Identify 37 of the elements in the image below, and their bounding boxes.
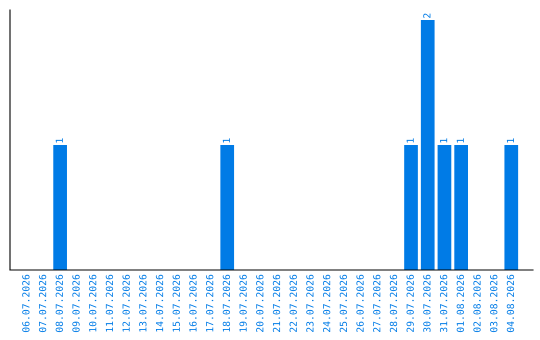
x-tick-label: 22.07.2026 xyxy=(290,274,297,332)
x-tick-label: 13.07.2026 xyxy=(139,274,147,332)
x-tick-label: 17.07.2026 xyxy=(206,274,214,332)
x-tick-label: 04.08.2026 xyxy=(506,274,514,332)
x-tick-label: 12.07.2026 xyxy=(122,274,130,332)
x-tick-label: 19.07.2026 xyxy=(239,274,247,332)
x-tick-label: 26.07.2026 xyxy=(356,274,364,332)
x-tick-label: 06.07.2026 xyxy=(22,274,30,332)
x-tick-label: 01.08.2026 xyxy=(456,274,464,332)
x-tick-label: 25.07.2026 xyxy=(340,274,348,332)
x-tick-label: 24.07.2026 xyxy=(322,274,330,332)
x-tick-label: 15.07.2026 xyxy=(172,274,180,332)
x-tick-label: 08.07.2026 xyxy=(56,274,63,332)
data-label: 2 xyxy=(423,14,430,18)
x-tick-label: 30.07.2026 xyxy=(423,274,431,332)
data-label: 1 xyxy=(456,138,464,142)
x-tick-label: 29.07.2026 xyxy=(406,274,414,332)
x-tick-label: 09.07.2026 xyxy=(72,274,80,332)
x-tick-label: 10.07.2026 xyxy=(89,274,96,332)
x-tick-label: 16.07.2026 xyxy=(189,274,197,332)
x-tick-label: 31.07.2026 xyxy=(440,274,448,332)
data-label: 1 xyxy=(222,138,230,142)
data-label: 1 xyxy=(56,138,63,142)
x-tick-label: 27.07.2026 xyxy=(373,274,380,332)
x-tick-label: 21.07.2026 xyxy=(272,274,280,332)
x-tick-label: 23.07.2026 xyxy=(306,274,314,332)
data-label: 1 xyxy=(406,138,414,142)
x-tick-label: 20.07.2026 xyxy=(256,274,264,332)
x-tick-label: 03.08.2026 xyxy=(490,274,498,332)
data-label: 1 xyxy=(506,138,514,142)
x-tick-label: 18.07.2026 xyxy=(222,274,230,332)
x-tick-label: 14.07.2026 xyxy=(156,274,164,332)
x-tick-label: 02.08.2026 xyxy=(473,274,481,332)
data-label: 1 xyxy=(440,138,448,142)
x-tick-label: 28.07.2026 xyxy=(390,274,398,332)
x-tick-label: 07.07.2026 xyxy=(38,274,46,332)
x-tick-label: 11.07.2026 xyxy=(106,274,114,332)
